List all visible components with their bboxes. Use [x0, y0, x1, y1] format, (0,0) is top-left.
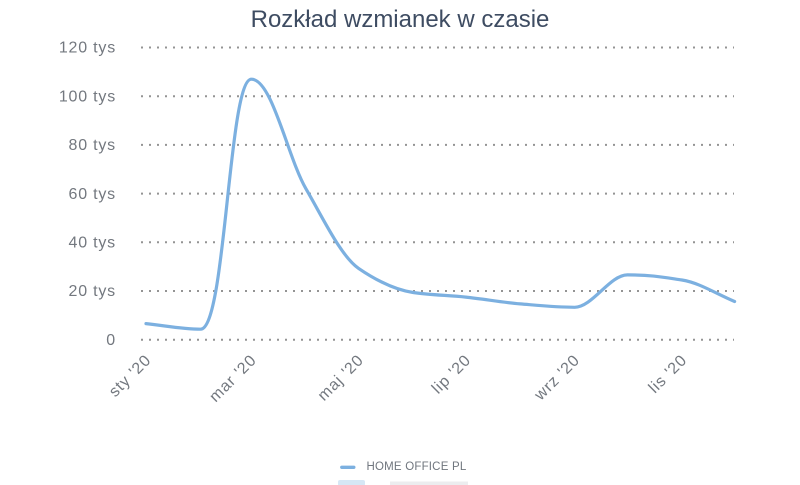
svg-text:Rozkład wzmianek w czasie: Rozkład wzmianek w czasie	[251, 6, 550, 33]
svg-text:60 tys: 60 tys	[69, 186, 117, 203]
svg-text:120 tys: 120 tys	[59, 40, 116, 57]
svg-text:100 tys: 100 tys	[59, 88, 116, 105]
svg-text:20 tys: 20 tys	[69, 283, 117, 300]
svg-text:0: 0	[106, 332, 116, 349]
svg-text:80 tys: 80 tys	[69, 137, 117, 154]
svg-text:HOME OFFICE PL: HOME OFFICE PL	[367, 461, 467, 473]
svg-text:40 tys: 40 tys	[69, 235, 117, 252]
